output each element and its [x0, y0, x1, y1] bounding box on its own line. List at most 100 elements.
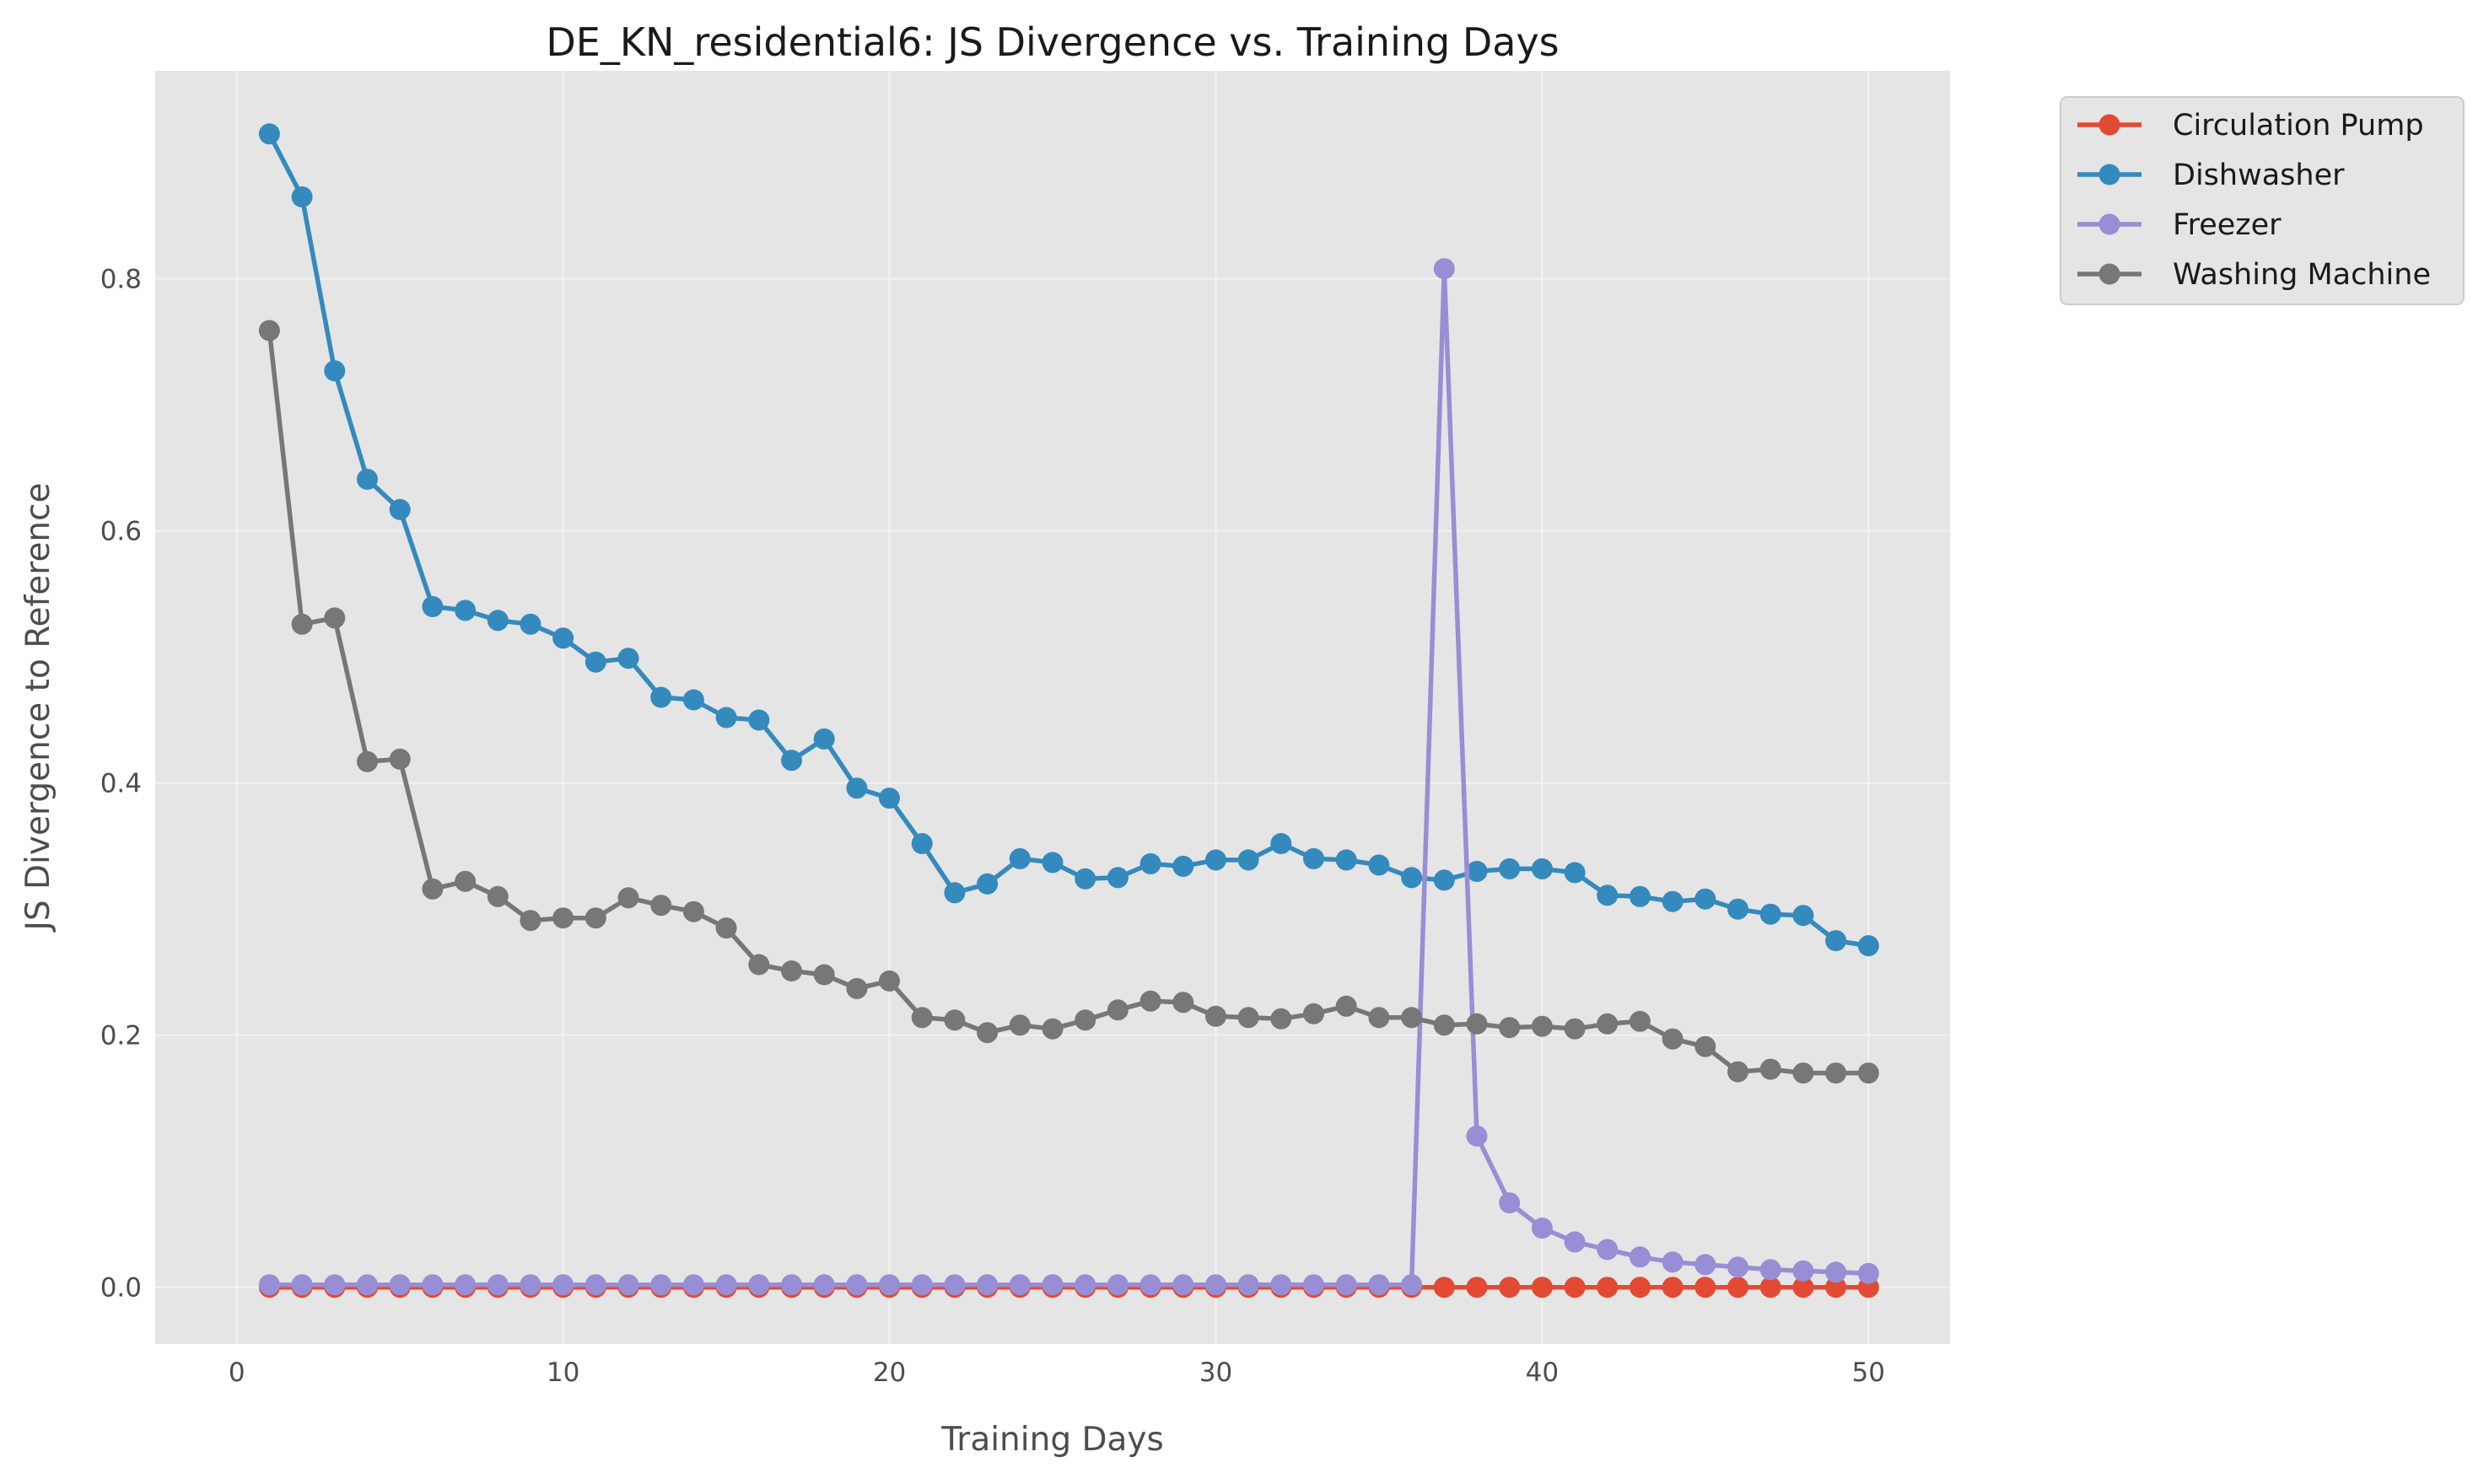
y-tick-label: 0.6 [100, 517, 142, 547]
data-point [1042, 852, 1064, 874]
data-point [552, 1274, 574, 1296]
data-point [1401, 1274, 1423, 1296]
series-layer [258, 123, 1879, 1298]
legend-marker [2098, 263, 2120, 285]
data-point [1759, 1058, 1781, 1080]
data-point [455, 870, 477, 892]
data-point [748, 709, 770, 731]
data-point [520, 910, 541, 932]
plot-area [155, 71, 1950, 1344]
data-point [1792, 1062, 1814, 1084]
legend-item: Washing Machine [2077, 258, 2431, 292]
data-point [258, 123, 280, 145]
legend-item: Circulation Pump [2077, 109, 2424, 142]
data-point [1270, 833, 1292, 854]
data-point [1172, 855, 1194, 877]
data-point [1205, 1005, 1226, 1027]
data-point [1792, 1260, 1814, 1282]
data-point [911, 1007, 933, 1029]
legend: Circulation Pump Dishwasher Freezer Washing… [2060, 96, 2465, 305]
data-point [1009, 1274, 1031, 1296]
data-point [846, 777, 868, 799]
data-point [1401, 1007, 1423, 1029]
data-point [1531, 1277, 1553, 1298]
data-point [1009, 1014, 1031, 1036]
data-point [650, 686, 672, 708]
y-tick-label: 0.4 [100, 769, 142, 799]
data-point [1205, 849, 1226, 871]
data-point [1433, 869, 1455, 891]
legend-marker [2098, 164, 2120, 186]
y-tick-label: 0.8 [100, 265, 142, 295]
data-point [650, 1274, 672, 1296]
data-point [813, 728, 835, 750]
data-point [715, 917, 737, 939]
data-point [1107, 999, 1129, 1021]
data-point [1694, 1254, 1716, 1276]
data-point [781, 960, 802, 981]
data-point [748, 1274, 770, 1296]
data-point [879, 970, 900, 992]
data-point [1499, 1277, 1521, 1298]
data-point [1303, 1274, 1324, 1296]
series-dishwasher [258, 123, 1879, 957]
data-point [977, 873, 999, 895]
x-axis-label: Training Days [940, 1421, 1164, 1459]
data-point [1172, 992, 1194, 1014]
data-point [1466, 1125, 1488, 1147]
data-point [1629, 1277, 1651, 1298]
data-point [1564, 1231, 1586, 1253]
legend-marker [2098, 114, 2120, 136]
data-point [1531, 1015, 1553, 1037]
data-point [1662, 890, 1684, 912]
data-point [1564, 862, 1586, 884]
x-tick-label: 20 [873, 1358, 906, 1388]
data-point [1694, 1277, 1716, 1298]
series-washing-machine [258, 320, 1879, 1084]
data-point [1499, 1017, 1521, 1039]
data-point [1075, 1009, 1096, 1031]
data-point [389, 748, 411, 770]
y-axis-label: JS Divergence to Reference [19, 482, 57, 933]
data-point [977, 1274, 999, 1296]
data-point [1499, 858, 1521, 879]
data-point [1597, 884, 1619, 906]
data-point [258, 1274, 280, 1296]
y-axis-ticks: 0.0 0.2 0.4 0.6 0.8 [100, 265, 142, 1304]
data-point [585, 907, 606, 929]
legend-item: Freezer [2077, 208, 2282, 242]
legend-label: Freezer [2173, 208, 2282, 242]
data-point [1792, 1277, 1814, 1298]
data-point [1662, 1251, 1684, 1273]
data-point [1205, 1274, 1226, 1296]
data-point [682, 689, 704, 711]
data-point [781, 1274, 802, 1296]
data-point [324, 1274, 346, 1296]
data-point [1564, 1277, 1586, 1298]
data-point [944, 1009, 966, 1031]
data-point [1597, 1239, 1619, 1261]
data-point [1270, 1008, 1292, 1030]
data-point [650, 895, 672, 917]
data-point [1042, 1274, 1064, 1296]
data-point [1499, 1192, 1521, 1214]
data-point [1825, 1277, 1847, 1298]
data-point [846, 977, 868, 999]
data-point [1433, 1277, 1455, 1298]
x-tick-label: 50 [1852, 1358, 1885, 1388]
data-point [1857, 1262, 1879, 1284]
data-point [1597, 1277, 1619, 1298]
data-point [1759, 1277, 1781, 1298]
data-point [291, 613, 313, 635]
data-point [1727, 1061, 1748, 1083]
data-point [1042, 1018, 1064, 1040]
data-point [422, 878, 444, 900]
data-point [1139, 990, 1161, 1012]
data-point [455, 600, 477, 621]
data-point [1237, 1007, 1259, 1029]
data-point [1401, 867, 1423, 889]
data-point [1792, 905, 1814, 927]
data-point [879, 788, 900, 809]
data-point [1368, 1274, 1390, 1296]
data-point [1368, 854, 1390, 876]
